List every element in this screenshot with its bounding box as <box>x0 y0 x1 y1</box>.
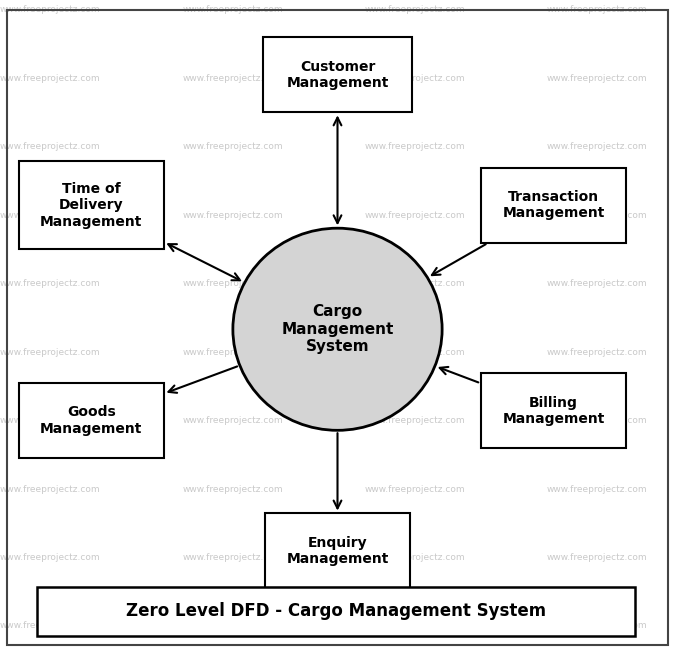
Text: Billing
Management: Billing Management <box>502 396 605 426</box>
Text: www.freeprojectz.com: www.freeprojectz.com <box>0 416 101 425</box>
Text: www.freeprojectz.com: www.freeprojectz.com <box>547 416 647 425</box>
Text: www.freeprojectz.com: www.freeprojectz.com <box>0 553 101 562</box>
Text: www.freeprojectz.com: www.freeprojectz.com <box>0 142 101 151</box>
Text: www.freeprojectz.com: www.freeprojectz.com <box>547 279 647 288</box>
Text: www.freeprojectz.com: www.freeprojectz.com <box>364 553 465 562</box>
Text: Zero Level DFD - Cargo Management System: Zero Level DFD - Cargo Management System <box>126 602 546 620</box>
Text: www.freeprojectz.com: www.freeprojectz.com <box>364 279 465 288</box>
Text: www.freeprojectz.com: www.freeprojectz.com <box>0 484 101 494</box>
Text: www.freeprojectz.com: www.freeprojectz.com <box>182 211 283 220</box>
FancyArrowPatch shape <box>439 367 479 383</box>
Text: www.freeprojectz.com: www.freeprojectz.com <box>547 553 647 562</box>
FancyArrowPatch shape <box>169 366 237 393</box>
FancyBboxPatch shape <box>19 161 163 249</box>
Text: www.freeprojectz.com: www.freeprojectz.com <box>547 74 647 83</box>
FancyArrowPatch shape <box>432 244 486 275</box>
Text: www.freeprojectz.com: www.freeprojectz.com <box>547 621 647 630</box>
FancyBboxPatch shape <box>481 373 626 449</box>
FancyArrowPatch shape <box>333 433 342 509</box>
Text: www.freeprojectz.com: www.freeprojectz.com <box>364 74 465 83</box>
Text: www.freeprojectz.com: www.freeprojectz.com <box>364 621 465 630</box>
Text: www.freeprojectz.com: www.freeprojectz.com <box>182 621 283 630</box>
Text: www.freeprojectz.com: www.freeprojectz.com <box>182 484 283 494</box>
Text: www.freeprojectz.com: www.freeprojectz.com <box>547 484 647 494</box>
Text: www.freeprojectz.com: www.freeprojectz.com <box>547 211 647 220</box>
FancyBboxPatch shape <box>265 514 410 588</box>
FancyBboxPatch shape <box>37 587 634 636</box>
Text: www.freeprojectz.com: www.freeprojectz.com <box>0 621 101 630</box>
Text: www.freeprojectz.com: www.freeprojectz.com <box>182 74 283 83</box>
Text: www.freeprojectz.com: www.freeprojectz.com <box>547 142 647 151</box>
Text: Customer
Management: Customer Management <box>286 60 389 90</box>
Text: Enquiry
Management: Enquiry Management <box>286 536 389 566</box>
Text: www.freeprojectz.com: www.freeprojectz.com <box>182 5 283 14</box>
Text: www.freeprojectz.com: www.freeprojectz.com <box>0 74 101 83</box>
FancyBboxPatch shape <box>481 168 626 243</box>
Text: Goods
Management: Goods Management <box>40 406 142 436</box>
Text: www.freeprojectz.com: www.freeprojectz.com <box>547 5 647 14</box>
Text: www.freeprojectz.com: www.freeprojectz.com <box>182 279 283 288</box>
FancyArrowPatch shape <box>168 244 240 280</box>
Text: www.freeprojectz.com: www.freeprojectz.com <box>0 211 101 220</box>
Text: www.freeprojectz.com: www.freeprojectz.com <box>182 553 283 562</box>
Text: www.freeprojectz.com: www.freeprojectz.com <box>364 484 465 494</box>
Text: www.freeprojectz.com: www.freeprojectz.com <box>0 279 101 288</box>
Text: www.freeprojectz.com: www.freeprojectz.com <box>364 416 465 425</box>
Text: Time of
Delivery
Management: Time of Delivery Management <box>40 182 142 229</box>
Text: Transaction
Management: Transaction Management <box>502 190 605 220</box>
Text: www.freeprojectz.com: www.freeprojectz.com <box>0 5 101 14</box>
Text: www.freeprojectz.com: www.freeprojectz.com <box>182 348 283 357</box>
FancyArrowPatch shape <box>333 117 342 223</box>
Circle shape <box>233 228 442 430</box>
Text: www.freeprojectz.com: www.freeprojectz.com <box>182 416 283 425</box>
Text: www.freeprojectz.com: www.freeprojectz.com <box>547 348 647 357</box>
Text: www.freeprojectz.com: www.freeprojectz.com <box>182 142 283 151</box>
Text: Cargo
Management
System: Cargo Management System <box>281 304 394 354</box>
Text: www.freeprojectz.com: www.freeprojectz.com <box>364 5 465 14</box>
FancyBboxPatch shape <box>263 37 412 112</box>
FancyBboxPatch shape <box>19 383 163 458</box>
Text: www.freeprojectz.com: www.freeprojectz.com <box>364 211 465 220</box>
Text: www.freeprojectz.com: www.freeprojectz.com <box>364 348 465 357</box>
Text: www.freeprojectz.com: www.freeprojectz.com <box>364 142 465 151</box>
Text: www.freeprojectz.com: www.freeprojectz.com <box>0 348 101 357</box>
